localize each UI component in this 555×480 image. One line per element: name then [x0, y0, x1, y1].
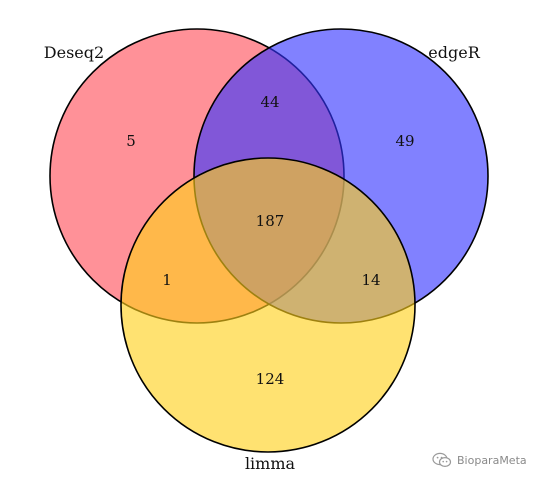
set-label-limma: limma: [245, 454, 296, 473]
count-all-three: 187: [256, 212, 285, 230]
circle-limma: [120, 157, 416, 453]
watermark: BioparaMeta: [432, 452, 527, 468]
set-label-edger: edgeR: [428, 43, 480, 62]
watermark-text: BioparaMeta: [457, 453, 527, 467]
count-edger-limma: 14: [361, 271, 380, 289]
venn-circles: [49, 28, 489, 453]
count-deseq2-edger: 44: [260, 93, 279, 111]
count-deseq2-only: 5: [126, 132, 136, 150]
count-limma-only: 124: [256, 370, 285, 388]
count-deseq2-limma: 1: [162, 271, 172, 289]
wechat-icon: [432, 452, 452, 468]
set-label-deseq2: Deseq2: [44, 43, 104, 62]
count-edger-only: 49: [395, 132, 414, 150]
